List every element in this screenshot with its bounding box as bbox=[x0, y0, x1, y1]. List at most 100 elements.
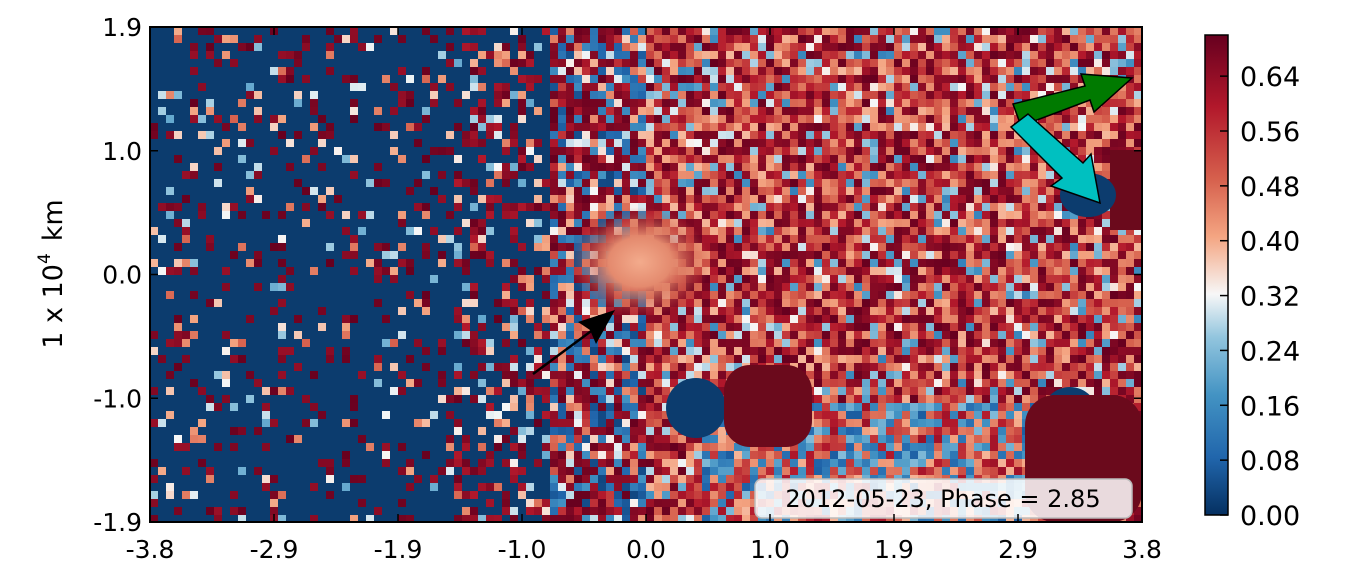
heatmap-cell bbox=[902, 179, 910, 187]
heatmap-cell bbox=[934, 443, 942, 451]
heatmap-cell bbox=[686, 123, 694, 131]
heatmap-cell bbox=[734, 219, 742, 227]
heatmap-cell bbox=[574, 475, 582, 483]
heatmap-cell bbox=[870, 403, 878, 411]
heatmap-cell bbox=[278, 275, 286, 283]
heatmap-cell bbox=[966, 363, 974, 371]
heatmap-cell bbox=[1102, 235, 1110, 243]
heatmap-cell bbox=[838, 67, 846, 75]
heatmap-cell bbox=[894, 427, 902, 435]
heatmap-cell bbox=[630, 331, 638, 339]
heatmap-cell bbox=[1062, 291, 1070, 299]
heatmap-cell bbox=[654, 419, 662, 427]
heatmap-cell bbox=[542, 307, 550, 315]
heatmap-cell bbox=[678, 187, 686, 195]
heatmap-cell bbox=[918, 35, 926, 43]
heatmap-cell bbox=[494, 299, 502, 307]
heatmap-cell bbox=[1038, 387, 1046, 395]
heatmap-cell bbox=[1062, 27, 1070, 35]
heatmap-cell bbox=[558, 323, 566, 331]
heatmap-cell bbox=[790, 187, 798, 195]
heatmap-cell bbox=[782, 115, 790, 123]
heatmap-cell bbox=[862, 155, 870, 163]
heatmap-cell bbox=[854, 51, 862, 59]
heatmap-cell bbox=[326, 467, 334, 475]
heatmap-cell bbox=[582, 107, 590, 115]
heatmap-cell bbox=[782, 275, 790, 283]
heatmap-cell bbox=[726, 443, 734, 451]
heatmap-cell bbox=[766, 243, 774, 251]
heatmap-cell bbox=[454, 203, 462, 211]
heatmap-cell bbox=[614, 403, 622, 411]
heatmap-cell bbox=[982, 123, 990, 131]
heatmap-cell bbox=[974, 123, 982, 131]
heatmap-cell bbox=[702, 467, 710, 475]
heatmap-cell bbox=[382, 75, 390, 83]
heatmap-cell bbox=[822, 323, 830, 331]
heatmap-cell bbox=[734, 51, 742, 59]
heatmap-cell bbox=[822, 259, 830, 267]
heatmap-cell bbox=[478, 243, 486, 251]
heatmap-cell bbox=[726, 91, 734, 99]
heatmap-cell bbox=[774, 43, 782, 51]
heatmap-cell bbox=[742, 355, 750, 363]
heatmap-cell bbox=[630, 403, 638, 411]
heatmap-cell bbox=[782, 467, 790, 475]
heatmap-cell bbox=[862, 347, 870, 355]
heatmap-cell bbox=[166, 387, 174, 395]
heatmap-cell bbox=[1046, 387, 1054, 395]
heatmap-cell bbox=[702, 347, 710, 355]
heatmap-cell bbox=[646, 203, 654, 211]
heatmap-cell bbox=[398, 307, 406, 315]
heatmap-cell bbox=[446, 27, 454, 35]
heatmap-cell bbox=[750, 243, 758, 251]
heatmap-cell bbox=[790, 195, 798, 203]
heatmap-cell bbox=[710, 435, 718, 443]
heatmap-cell bbox=[630, 355, 638, 363]
heatmap-cell bbox=[1046, 195, 1054, 203]
heatmap-cell bbox=[1046, 27, 1054, 35]
heatmap-cell bbox=[902, 51, 910, 59]
heatmap-cell bbox=[654, 395, 662, 403]
heatmap-cell bbox=[374, 299, 382, 307]
heatmap-cell bbox=[766, 51, 774, 59]
heatmap-cell bbox=[198, 211, 206, 219]
heatmap-cell bbox=[654, 371, 662, 379]
heatmap-cell bbox=[998, 403, 1006, 411]
heatmap-cell bbox=[926, 267, 934, 275]
heatmap-cell bbox=[750, 123, 758, 131]
heatmap-cell bbox=[518, 107, 526, 115]
heatmap-cell bbox=[886, 379, 894, 387]
heatmap-cell bbox=[830, 51, 838, 59]
heatmap-cell bbox=[550, 315, 558, 323]
heatmap-cell bbox=[1134, 339, 1142, 347]
heatmap-cell bbox=[606, 355, 614, 363]
heatmap-cell bbox=[582, 51, 590, 59]
heatmap-cell bbox=[1070, 27, 1078, 35]
heatmap-cell bbox=[1110, 315, 1118, 323]
heatmap-cell bbox=[998, 275, 1006, 283]
heatmap-cell bbox=[758, 331, 766, 339]
heatmap-cell bbox=[934, 259, 942, 267]
heatmap-cell bbox=[502, 283, 510, 291]
heatmap-cell bbox=[502, 139, 510, 147]
heatmap-cell bbox=[998, 91, 1006, 99]
heatmap-cell bbox=[566, 43, 574, 51]
heatmap-cell bbox=[678, 155, 686, 163]
heatmap-cell bbox=[718, 427, 726, 435]
heatmap-cell bbox=[1134, 243, 1142, 251]
heatmap-cell bbox=[1022, 283, 1030, 291]
heatmap-cell bbox=[358, 435, 366, 443]
heatmap-cell bbox=[566, 475, 574, 483]
heatmap-cell bbox=[286, 387, 294, 395]
heatmap-cell bbox=[1014, 275, 1022, 283]
heatmap-cell bbox=[958, 371, 966, 379]
heatmap-cell bbox=[894, 123, 902, 131]
heatmap-cell bbox=[1070, 235, 1078, 243]
heatmap-cell bbox=[590, 139, 598, 147]
heatmap-cell bbox=[1118, 99, 1126, 107]
heatmap-cell bbox=[550, 107, 558, 115]
heatmap-cell bbox=[670, 99, 678, 107]
heatmap-cell bbox=[558, 371, 566, 379]
heatmap-cell bbox=[950, 387, 958, 395]
